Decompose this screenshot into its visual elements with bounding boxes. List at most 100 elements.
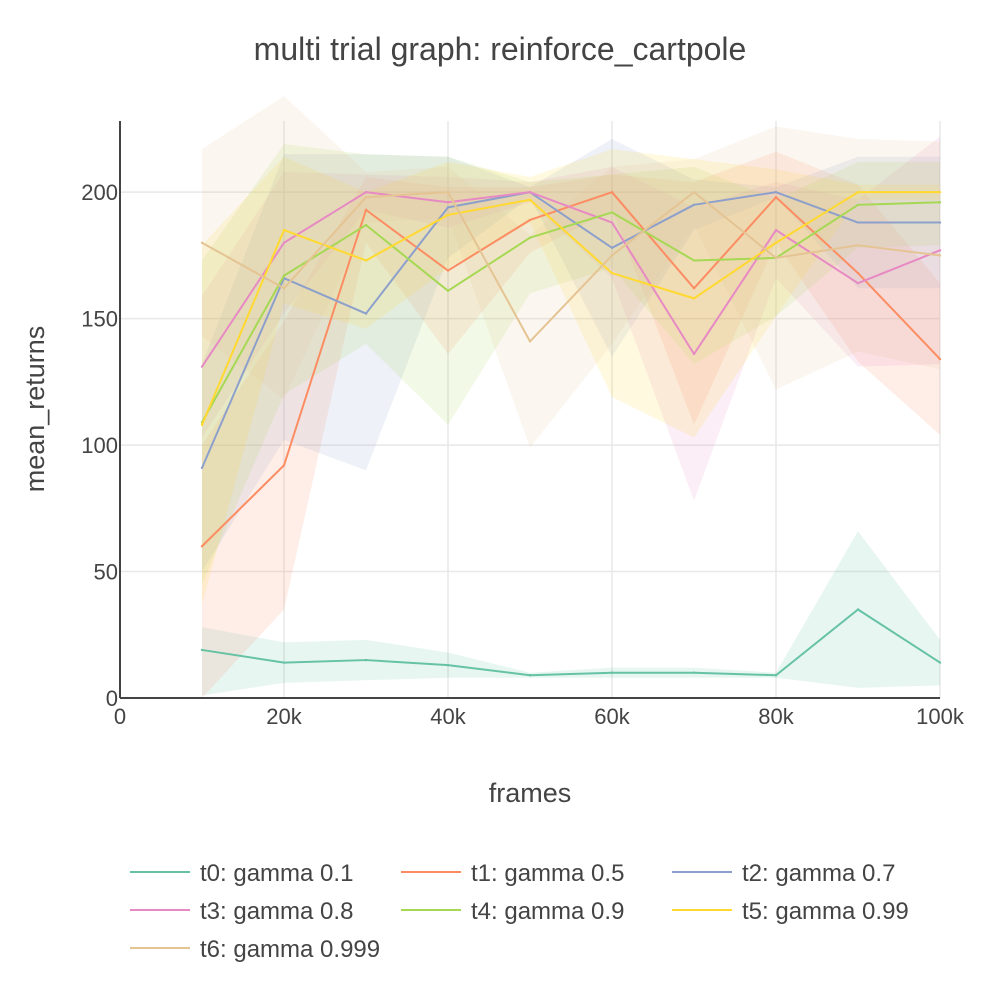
data-point-t4 [938,201,942,204]
y-tick-label: 100 [81,433,118,458]
data-point-t0 [610,671,614,674]
legend-label: t2: gamma 0.7 [742,860,895,887]
data-point-t3 [692,352,696,356]
series-line-t4 [201,201,941,423]
legend-label: t4: gamma 0.9 [471,898,624,925]
data-point-t2 [856,221,860,224]
x-tick-label: 80k [758,704,794,729]
data-point-t0 [446,663,450,667]
y-axis-title: mean_returns [20,326,50,493]
data-point-t4 [528,236,532,239]
data-point-t3 [938,249,942,252]
series-line-t1 [201,191,941,547]
confidence-bands [202,96,940,698]
data-point-t6 [856,244,860,247]
data-point-t4 [282,274,286,277]
data-point-t5 [364,259,368,262]
data-point-t4 [446,289,450,293]
data-point-t4 [692,259,696,262]
legend-label: t1: gamma 0.5 [471,860,624,887]
data-point-t1 [446,269,450,272]
data-point-t6 [774,256,778,260]
data-point-t5 [938,190,942,194]
data-point-t6 [200,241,204,244]
legend-label: t6: gamma 0.999 [200,936,380,963]
data-point-t0 [774,674,778,677]
data-point-t1 [774,196,778,199]
x-tick-label: 100k [916,704,965,729]
y-tick-label: 0 [106,686,118,711]
confidence-band-t1 [202,151,940,698]
data-point-t1 [856,271,860,275]
legend-item: t1: gamma 0.5 [401,860,624,887]
confidence-band-t0 [202,531,940,696]
data-point-t4 [610,211,614,214]
legend-item: t3: gamma 0.8 [130,898,353,925]
legend-item: t6: gamma 0.999 [130,936,380,963]
data-point-t2 [364,312,368,315]
data-point-t1 [200,545,204,548]
data-point-t0 [528,674,532,677]
tick-labels: 0 20k 40k 60k 80k 100k 0 50 100 150 200 [81,180,965,729]
x-tick-label: 0 [114,704,126,729]
data-point-t5 [528,198,532,201]
x-tick-label: 60k [594,704,630,729]
data-point-t6 [692,190,696,194]
data-point-t0 [938,661,942,664]
data-point-t3 [774,228,778,232]
confidence-band-t2 [202,139,940,572]
data-point-t2 [938,221,942,224]
data-point-t2 [200,466,204,470]
confidence-band-t5 [202,149,940,605]
series-line-t3 [201,191,941,368]
legend-item: t4: gamma 0.9 [401,898,624,925]
data-point-t4 [364,223,368,227]
data-point-t0 [856,608,860,611]
data-point-t5 [774,241,778,244]
data-point-t5 [692,297,696,300]
x-axis-title: frames [489,778,572,808]
data-point-t3 [200,365,204,368]
data-point-t3 [528,190,532,194]
data-point-t5 [446,213,450,217]
data-point-t5 [610,271,614,275]
data-point-t0 [364,658,368,662]
series-lines [200,190,942,677]
data-point-t4 [856,203,860,207]
confidence-band-t4 [202,144,940,585]
series-line-t2 [201,191,940,469]
data-point-t6 [282,287,286,290]
data-point-t0 [282,661,286,664]
series-line-t5 [201,191,940,426]
data-point-t2 [692,203,696,207]
legend-item: t2: gamma 0.7 [672,860,895,887]
legend-label: t5: gamma 0.99 [742,898,909,925]
data-point-t6 [446,190,450,194]
data-point-t6 [364,196,368,199]
legend-item: t0: gamma 0.1 [130,860,353,887]
data-point-t6 [938,254,942,257]
x-tick-label: 20k [266,704,302,729]
data-point-t6 [528,340,532,343]
confidence-band-t3 [202,136,940,501]
x-tick-label: 40k [430,704,466,729]
data-point-t1 [610,190,614,194]
y-tick-label: 50 [94,560,118,585]
data-point-t3 [446,201,450,204]
data-point-t6 [610,254,614,257]
data-point-t2 [446,206,450,209]
data-point-t0 [692,671,696,674]
y-tick-label: 150 [81,307,118,332]
legend: t0: gamma 0.1 t1: gamma 0.5 t2: gamma 0.7 t… [130,860,909,963]
series-line-t6 [201,191,941,343]
data-point-t3 [364,190,368,194]
y-tick-label: 200 [81,180,118,205]
legend-item: t5: gamma 0.99 [672,898,909,925]
data-point-t2 [610,246,614,250]
data-point-t5 [200,423,204,427]
chart-title: multi trial graph: reinforce_cartpole [254,31,747,67]
data-point-t3 [282,241,286,244]
data-point-t1 [692,287,696,290]
data-point-t3 [856,282,860,285]
